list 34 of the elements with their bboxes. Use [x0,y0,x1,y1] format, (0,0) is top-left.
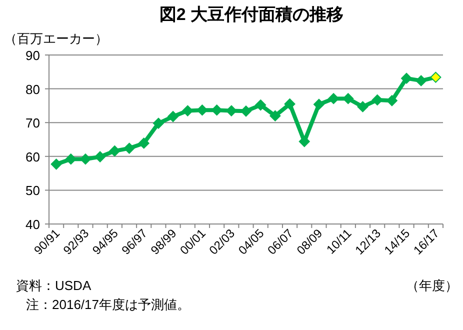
point [109,145,120,156]
point [298,136,310,148]
y-tick-label: 60 [26,149,40,164]
chart-title: 図2 大豆作付面積の推移 [159,5,344,24]
point [124,142,135,154]
point [430,72,442,83]
point [342,93,354,104]
point [94,151,106,162]
point [50,158,62,170]
y-tick-label: 70 [26,116,40,131]
point [401,72,412,84]
point [196,104,208,116]
point [416,75,427,86]
point [386,95,398,106]
point [255,100,266,111]
text: 資料：USDA [16,278,92,293]
point [152,118,164,129]
point [168,111,179,122]
point [270,110,281,122]
point [284,98,296,110]
y-tick-label: 40 [26,217,40,232]
point [138,138,150,149]
point [240,106,252,117]
point [372,94,383,106]
x-axis-title: （年度） [406,278,458,293]
point [313,98,324,110]
point [357,101,368,112]
point [65,154,76,165]
y-tick-label: 80 [26,82,40,97]
y-tick-label: 50 [26,183,40,198]
y-tick-label: 90 [26,48,40,63]
text: 注：2016/17年度は予測値。 [26,297,190,312]
point [211,104,222,116]
y-axis-title: （百万エーカー） [4,31,108,46]
